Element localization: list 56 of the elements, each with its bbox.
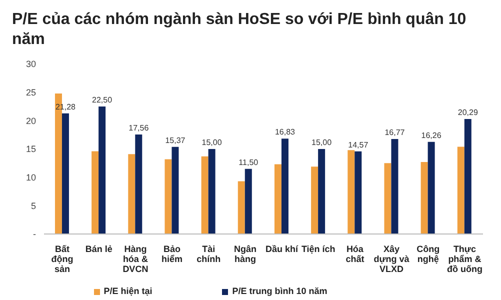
bar (281, 138, 288, 234)
bar (391, 138, 398, 234)
legend-label: P/E trung bình 10 năm (232, 286, 328, 296)
bar (208, 149, 216, 234)
bar (92, 151, 99, 234)
bar (311, 166, 318, 234)
data-label: 16,26 (421, 130, 442, 140)
data-label: 16,83 (274, 128, 296, 137)
x-tick-label: Tiện ích (301, 244, 336, 254)
data-label: 15,00 (312, 138, 332, 147)
bar (274, 164, 282, 234)
y-tick-label: 15 (26, 144, 36, 154)
bar (428, 142, 435, 234)
chart-title: P/E của các nhóm ngành sàn HoSE so với P/E bình quân 10 năm (11, 10, 468, 50)
bar (348, 150, 355, 234)
x-tick-label: Thực phẩm & đồ uống (446, 244, 482, 274)
bar (318, 149, 326, 234)
bar (457, 146, 464, 234)
bar (420, 162, 428, 234)
data-label: 22,50 (92, 96, 113, 104)
y-tick-label: 10 (26, 172, 36, 183)
y-tick-label: 25 (26, 88, 36, 98)
bar (238, 181, 245, 234)
x-tick-label: Bán lẻ (85, 244, 112, 254)
bar (135, 134, 142, 234)
data-label: 15,37 (165, 136, 186, 145)
bar (98, 106, 106, 234)
x-tick-label: Hàng hóa & DVCN (122, 244, 148, 274)
data-label: 11,50 (238, 158, 259, 167)
x-tick-label: Tài chính (196, 244, 221, 264)
bar (172, 146, 179, 234)
x-tick-label: Công nghệ (416, 244, 440, 264)
y-tick-label: 30 (26, 59, 36, 70)
legend-label: P/E hiện tại (104, 286, 152, 296)
data-label: 15,00 (202, 138, 222, 147)
bar (164, 159, 172, 234)
bar (201, 156, 208, 234)
bar (62, 113, 69, 234)
data-label: 17,56 (128, 123, 150, 132)
x-tick-label: Ngân hàng (234, 244, 256, 264)
bar (464, 119, 472, 234)
x-tick-label: Dầu khí (266, 244, 299, 254)
bar (128, 154, 136, 234)
data-label: 14,57 (348, 140, 369, 150)
data-label: 16,77 (384, 128, 406, 137)
y-tick-label: 20 (26, 116, 36, 126)
bar (244, 168, 252, 234)
data-label: 20,29 (458, 108, 478, 118)
x-tick-label: Hóa chất (346, 244, 364, 264)
bar (384, 163, 392, 234)
x-tick-label: Xây dựng và VLXD (374, 244, 410, 274)
x-tick-label: Bất động sản (51, 244, 74, 274)
bar (354, 151, 362, 234)
x-tick-label: Bảo hiểm (162, 244, 183, 264)
y-tick-label: 5 (30, 200, 36, 211)
y-tick-label: - (33, 229, 36, 240)
